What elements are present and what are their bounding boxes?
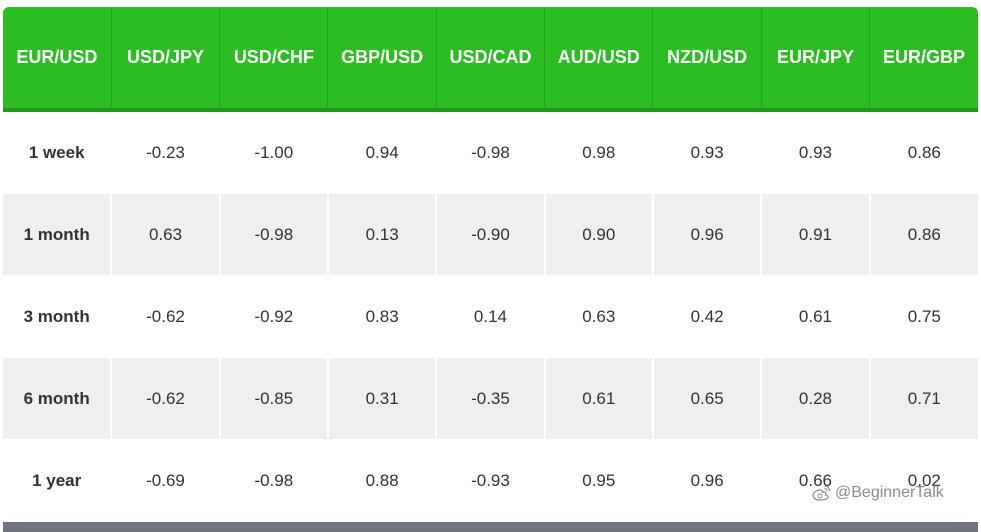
table-cell: 0.65 <box>651 357 763 440</box>
table-row: 6 month -0.62 -0.85 0.31 -0.35 0.61 0.65… <box>3 357 978 440</box>
table-cell: -0.85 <box>218 357 329 440</box>
table-cell: 0.98 <box>543 110 654 194</box>
table-cell: -0.93 <box>435 439 546 521</box>
table-cell: 0.90 <box>543 193 654 276</box>
table-cell: 0.86 <box>868 193 978 276</box>
table-row: 1 week -0.23 -1.00 0.94 -0.98 0.98 0.93 … <box>3 110 978 194</box>
header-row: EUR/USD USD/JPY USD/CHF GBP/USD USD/CAD … <box>3 7 978 112</box>
table-row: 1 month 0.63 -0.98 0.13 -0.90 0.90 0.96 … <box>3 193 978 276</box>
table-cell: 0.93 <box>760 110 871 194</box>
table-row: 1 year -0.69 -0.98 0.88 -0.93 0.95 0.96 … <box>3 439 978 521</box>
table-cell: -0.98 <box>218 193 329 276</box>
header-cell: USD/CHF <box>219 7 329 112</box>
table-cell: -0.23 <box>110 110 221 194</box>
table-cell: 0.28 <box>760 357 871 440</box>
table-cell: -0.35 <box>435 357 546 440</box>
table-cell: 0.63 <box>543 275 654 358</box>
header-cell: USD/CAD <box>435 7 546 112</box>
table-header: EUR/USD USD/JPY USD/CHF GBP/USD USD/CAD … <box>3 7 978 112</box>
table-cell: -0.62 <box>110 357 221 440</box>
correlation-table-container: EUR/USD USD/JPY USD/CHF GBP/USD USD/CAD … <box>3 7 978 522</box>
weibo-logo-icon <box>812 484 832 502</box>
table-cell: 0.61 <box>760 275 871 358</box>
table-cell: -0.92 <box>218 275 329 358</box>
table-row: 3 month -0.62 -0.92 0.83 0.14 0.63 0.42 … <box>3 275 978 358</box>
table-cell: 0.02 <box>868 439 978 521</box>
table-cell: 0.63 <box>110 193 221 276</box>
table-cell: 0.61 <box>543 357 654 440</box>
table-cell: -0.98 <box>218 439 329 521</box>
bottom-bar <box>3 522 978 532</box>
table-cell: 0.42 <box>651 275 763 358</box>
row-period-label: 1 year <box>3 439 113 521</box>
header-cell: NZD/USD <box>652 7 762 112</box>
header-cell: AUD/USD <box>544 7 654 112</box>
row-period-label: 1 month <box>3 193 113 276</box>
row-period-label: 6 month <box>3 357 113 440</box>
table-body: 1 week -0.23 -1.00 0.94 -0.98 0.98 0.93 … <box>3 110 978 521</box>
watermark-text: @BeginnerTalk <box>835 484 944 501</box>
table-cell: 0.86 <box>868 110 978 194</box>
table-cell: 0.94 <box>326 110 438 194</box>
table-cell: -1.00 <box>218 110 329 194</box>
table-cell: 0.83 <box>326 275 438 358</box>
table-cell: 0.13 <box>326 193 438 276</box>
table-cell: -0.69 <box>110 439 221 521</box>
table-cell: 0.96 <box>651 193 763 276</box>
header-cell: EUR/USD <box>3 7 112 112</box>
table-cell: 0.71 <box>868 357 978 440</box>
table-cell: 0.93 <box>651 110 763 194</box>
table-cell: 0.14 <box>435 275 546 358</box>
table-cell: 0.88 <box>326 439 438 521</box>
table-cell: -0.62 <box>110 275 221 358</box>
table-cell: -0.90 <box>435 193 546 276</box>
header-cell: USD/JPY <box>110 7 221 112</box>
header-cell: GBP/USD <box>327 7 437 112</box>
table-cell: 0.31 <box>326 357 438 440</box>
watermark: @BeginnerTalk <box>812 484 944 502</box>
table-cell: -0.98 <box>435 110 546 194</box>
row-period-label: 1 week <box>3 110 113 194</box>
table-cell: 0.95 <box>543 439 654 521</box>
header-cell: EUR/JPY <box>760 7 871 112</box>
correlation-table: EUR/USD USD/JPY USD/CHF GBP/USD USD/CAD … <box>3 7 978 521</box>
table-cell: 0.75 <box>868 275 978 358</box>
table-cell: 0.66 <box>760 439 871 521</box>
header-cell: EUR/GBP <box>869 7 978 112</box>
table-cell: 0.96 <box>651 439 763 521</box>
table-cell: 0.91 <box>760 193 871 276</box>
row-period-label: 3 month <box>3 275 113 358</box>
